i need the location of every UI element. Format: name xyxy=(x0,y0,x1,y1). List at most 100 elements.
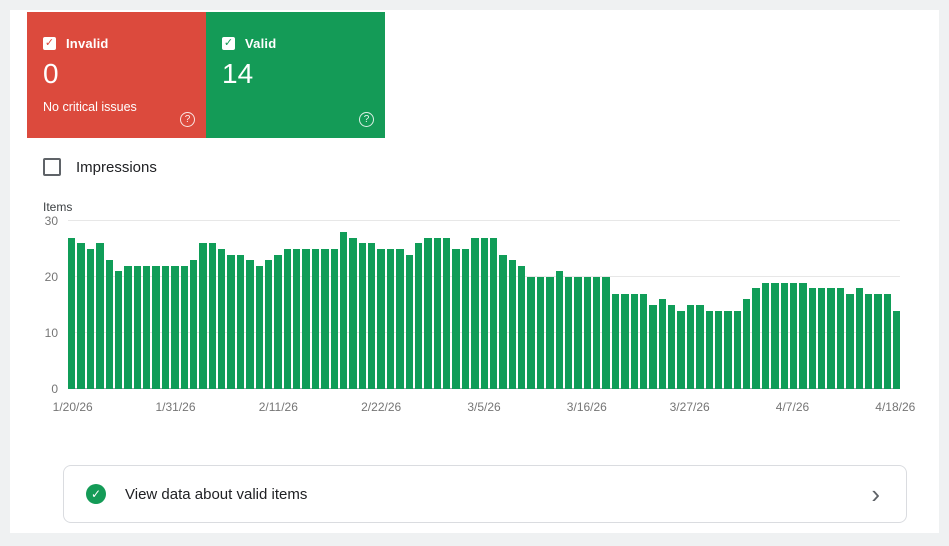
chart-bar[interactable] xyxy=(330,249,338,389)
chart-bar[interactable] xyxy=(199,243,207,389)
chevron-right-icon[interactable]: › xyxy=(871,479,880,509)
chart-bar[interactable] xyxy=(227,254,235,389)
chart-bar[interactable] xyxy=(377,249,385,389)
chart-bar[interactable] xyxy=(696,305,704,389)
chart-bar[interactable] xyxy=(743,299,751,389)
chart-bar[interactable] xyxy=(274,254,282,389)
chart-bar[interactable] xyxy=(86,249,95,389)
chart-bar[interactable] xyxy=(874,293,882,389)
chart-bar[interactable] xyxy=(424,237,432,389)
chart-bar[interactable] xyxy=(96,243,104,389)
chart-bar[interactable] xyxy=(668,305,676,389)
chart-bar[interactable] xyxy=(574,277,582,389)
chart-bar[interactable] xyxy=(218,249,226,389)
chart-bar[interactable] xyxy=(649,305,657,389)
chart-bar[interactable] xyxy=(827,288,835,389)
chart-bar[interactable] xyxy=(593,277,601,389)
chart-bar[interactable] xyxy=(855,288,863,389)
chart-bar[interactable] xyxy=(358,243,366,389)
chart-bar[interactable] xyxy=(105,260,113,389)
chart-bar[interactable] xyxy=(686,305,695,389)
chart-bar[interactable] xyxy=(499,254,507,389)
chart-bar[interactable] xyxy=(255,265,263,389)
chart-bar[interactable] xyxy=(236,254,245,389)
invalid-subtitle: No critical issues xyxy=(43,100,137,114)
chart-bar[interactable] xyxy=(386,249,395,389)
chart-bar[interactable] xyxy=(471,237,479,389)
view-valid-items-row[interactable]: ✓ View data about valid items › xyxy=(63,465,907,523)
chart-bar[interactable] xyxy=(630,293,638,389)
chart-bar[interactable] xyxy=(443,237,451,389)
chart-bar[interactable] xyxy=(883,293,891,389)
chart-bar[interactable] xyxy=(621,293,629,389)
chart-bar[interactable] xyxy=(264,260,273,389)
chart-bar[interactable] xyxy=(339,232,348,389)
chart-bar[interactable] xyxy=(405,254,413,389)
chart-bar[interactable] xyxy=(489,237,498,389)
chart-bar[interactable] xyxy=(208,243,216,389)
chart-bar[interactable] xyxy=(77,243,85,389)
chart-bar[interactable] xyxy=(611,293,620,389)
chart-bar[interactable] xyxy=(893,310,901,389)
help-icon[interactable]: ? xyxy=(359,112,374,127)
chart-bar[interactable] xyxy=(171,265,179,389)
chart-bar[interactable] xyxy=(733,310,741,389)
chart-bar[interactable] xyxy=(536,277,545,389)
chart-bar[interactable] xyxy=(780,282,788,389)
chart-bar[interactable] xyxy=(546,277,554,389)
chart-bar[interactable] xyxy=(433,237,441,389)
invalid-card[interactable]: ✓ Invalid 0 No critical issues ? xyxy=(27,12,206,138)
invalid-checkbox[interactable]: ✓ xyxy=(43,37,56,50)
chart-bar[interactable] xyxy=(836,288,845,389)
chart-bar[interactable] xyxy=(639,293,648,389)
chart-bar[interactable] xyxy=(180,265,188,389)
status-cards: ✓ Invalid 0 No critical issues ? ✓ Valid… xyxy=(10,10,939,138)
chart-bar[interactable] xyxy=(508,260,516,389)
chart-bar[interactable] xyxy=(461,249,470,389)
help-icon[interactable]: ? xyxy=(180,112,195,127)
chart-bar[interactable] xyxy=(789,282,798,389)
chart-bar[interactable] xyxy=(846,293,854,389)
impressions-checkbox[interactable] xyxy=(43,158,61,176)
chart-bar[interactable] xyxy=(349,237,357,389)
chart-bar[interactable] xyxy=(564,277,573,389)
chart-bar[interactable] xyxy=(321,249,329,389)
chart-bar[interactable] xyxy=(771,282,779,389)
chart-bar[interactable] xyxy=(396,249,404,389)
chart-bar[interactable] xyxy=(189,260,198,389)
chart-bar[interactable] xyxy=(246,260,254,389)
chart-bar[interactable] xyxy=(808,288,816,389)
valid-card[interactable]: ✓ Valid 14 ? xyxy=(206,12,385,138)
chart-bar[interactable] xyxy=(799,282,807,389)
chart-bar[interactable] xyxy=(152,265,160,389)
chart-bar[interactable] xyxy=(518,265,526,389)
chart-bar[interactable] xyxy=(133,265,141,389)
chart-bar[interactable] xyxy=(452,249,460,389)
chart-bar[interactable] xyxy=(414,243,423,389)
chart-bar[interactable] xyxy=(143,265,151,389)
chart-bar[interactable] xyxy=(818,288,826,389)
chart-bar[interactable] xyxy=(602,277,610,389)
chart-bar[interactable] xyxy=(293,249,301,389)
chart-bar[interactable] xyxy=(555,271,563,389)
chart-bar[interactable] xyxy=(480,237,488,389)
chart-bar[interactable] xyxy=(368,243,376,389)
chart-bar[interactable] xyxy=(311,249,320,389)
chart-bar[interactable] xyxy=(161,265,170,389)
chart-bar[interactable] xyxy=(761,282,770,389)
chart-bar[interactable] xyxy=(677,310,685,389)
valid-checkbox[interactable]: ✓ xyxy=(222,37,235,50)
chart-bar[interactable] xyxy=(124,265,132,389)
chart-bar[interactable] xyxy=(658,299,666,389)
chart-bar[interactable] xyxy=(714,310,723,389)
chart-bar[interactable] xyxy=(527,277,535,389)
chart-bar[interactable] xyxy=(752,288,760,389)
chart-bar[interactable] xyxy=(68,237,76,389)
chart-bar[interactable] xyxy=(864,293,873,389)
chart-bar[interactable] xyxy=(302,249,310,389)
chart-bar[interactable] xyxy=(583,277,591,389)
chart-bar[interactable] xyxy=(283,249,291,389)
chart-bar[interactable] xyxy=(114,271,123,389)
chart-bar[interactable] xyxy=(724,310,732,389)
chart-bar[interactable] xyxy=(705,310,713,389)
